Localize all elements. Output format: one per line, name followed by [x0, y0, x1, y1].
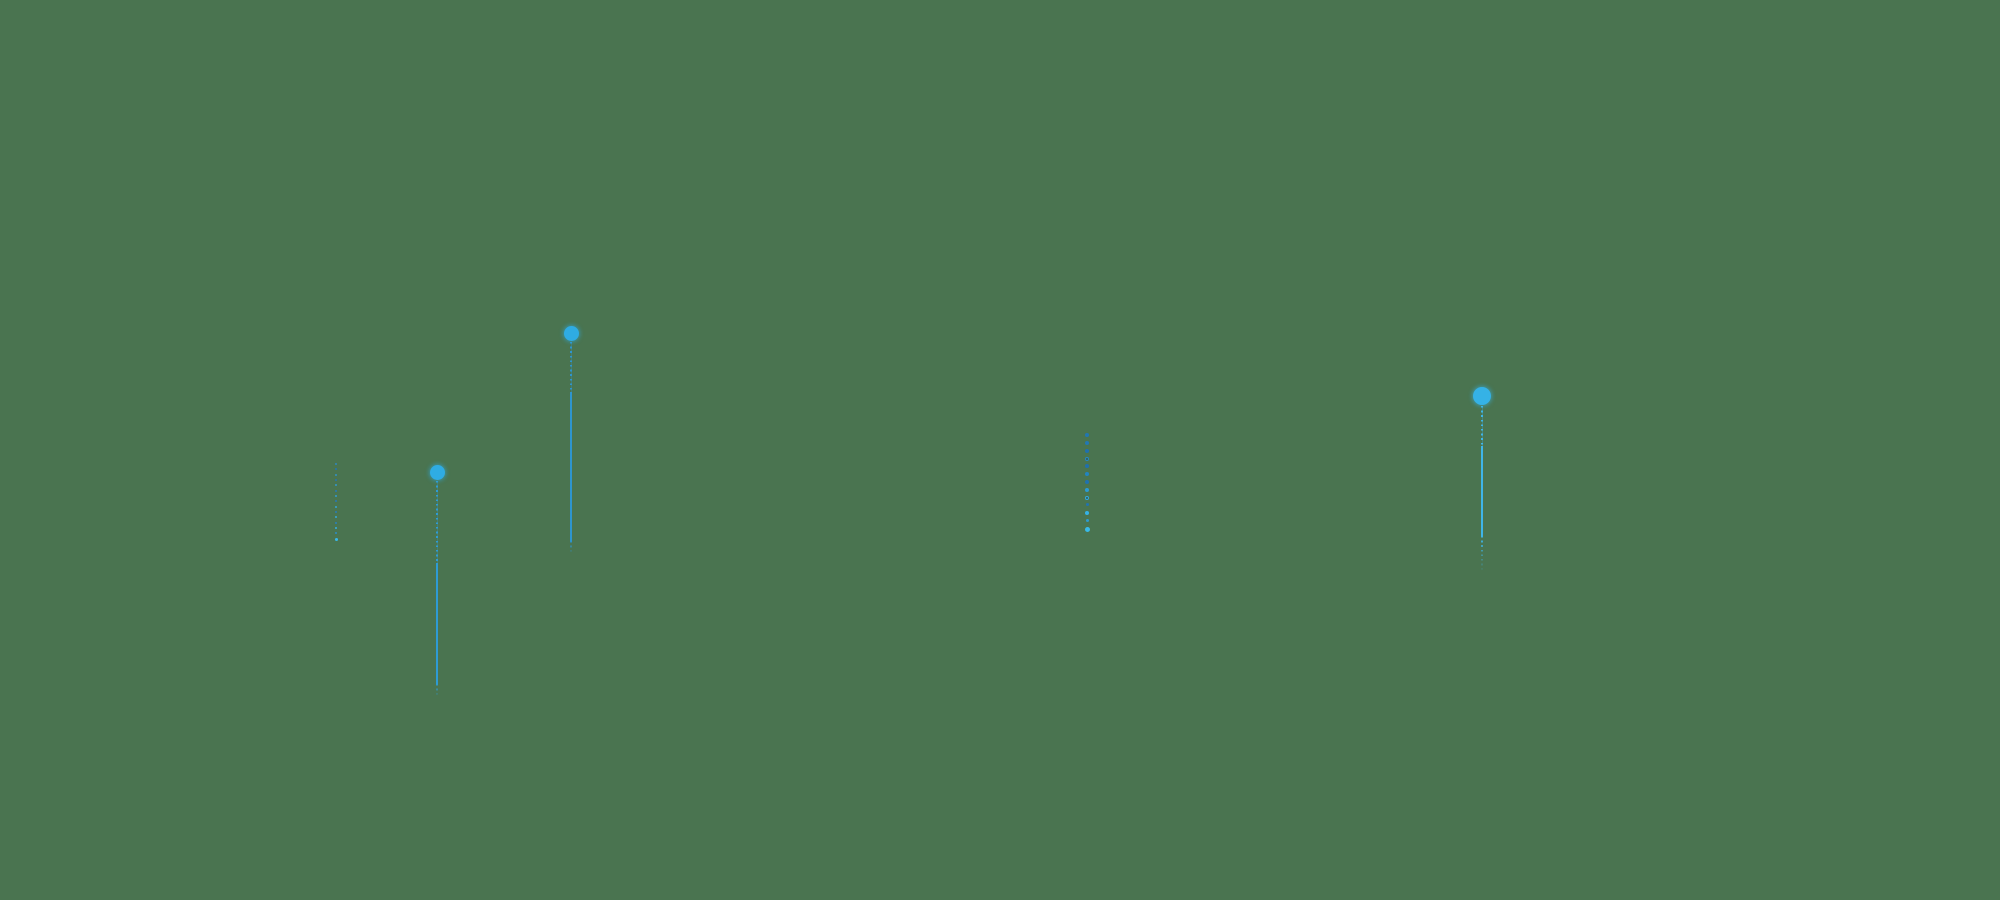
particle-dot — [335, 474, 337, 476]
particle-dot — [335, 468, 337, 470]
meteor-trail-fade — [1481, 536, 1483, 573]
particle-dot — [335, 522, 337, 524]
meteor-trail-solid — [1481, 446, 1483, 536]
particle-dot — [335, 516, 337, 518]
particle-dot — [335, 500, 337, 502]
particle-dot — [335, 490, 337, 492]
particle-dot — [1085, 472, 1089, 476]
meteor-trail-dotted — [436, 481, 438, 563]
particle-dot — [335, 495, 337, 497]
meteor-trail-dotted — [570, 342, 572, 392]
meteor-head — [1473, 387, 1491, 405]
particle-dot — [1085, 449, 1089, 453]
meteor-trail-dotted — [1481, 406, 1483, 446]
meteor-trail-solid — [436, 563, 438, 684]
particle-dot — [1085, 511, 1089, 515]
meteor-trail-core — [1481, 406, 1483, 446]
meteor-trail-fade — [570, 541, 572, 554]
meteor-trail-core — [436, 481, 438, 563]
particle-dot — [1085, 488, 1089, 492]
particle-dot — [335, 532, 337, 534]
particle-dot — [1085, 480, 1089, 484]
particle-dot — [1085, 457, 1089, 461]
meteor-head — [429, 464, 445, 480]
particle-dot — [1085, 496, 1089, 500]
particle-dot — [1085, 503, 1089, 506]
particle-dot — [335, 506, 337, 508]
particle-dot — [1084, 527, 1090, 532]
particle-dot — [335, 463, 337, 465]
particle-dot — [335, 511, 337, 513]
meteor-head — [563, 325, 579, 341]
meteor-trail-fade — [436, 684, 438, 697]
particle-dot — [1085, 519, 1089, 522]
particle-dot — [335, 527, 337, 529]
particle-dot — [335, 479, 337, 481]
particle-dot — [334, 538, 338, 541]
particle-dot — [1085, 433, 1089, 437]
meteor-trail-core — [570, 342, 572, 392]
particle-dot — [335, 484, 337, 486]
particle-dot — [1085, 441, 1089, 445]
particle-dot — [1085, 464, 1089, 468]
meteor-trail-solid — [570, 392, 572, 541]
